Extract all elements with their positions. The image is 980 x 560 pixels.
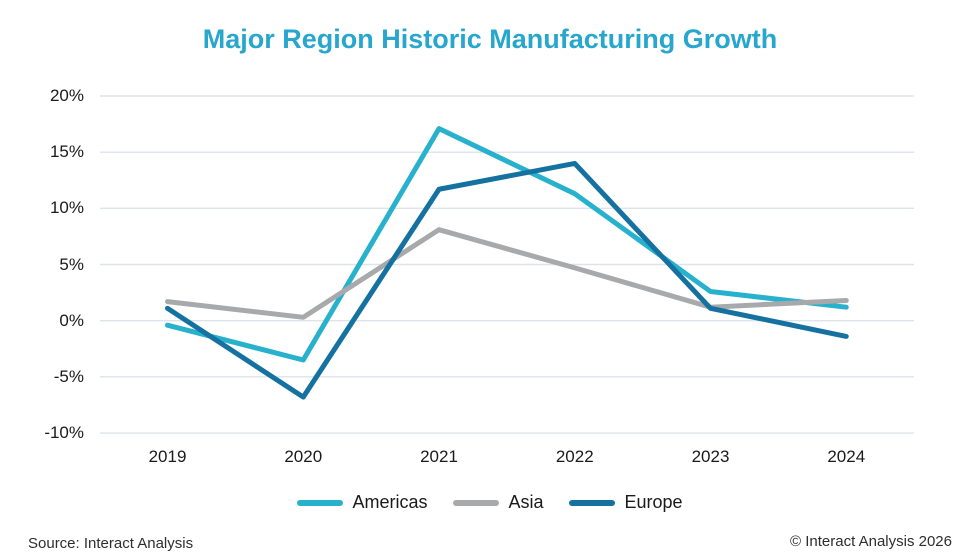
- x-axis-label: 2023: [691, 447, 730, 466]
- copyright-note: © Interact Analysis 2026: [790, 533, 952, 550]
- legend-item-asia: Asia: [453, 492, 543, 513]
- x-axis-label: 2021: [420, 447, 458, 466]
- y-axis-label: 0%: [59, 310, 84, 330]
- source-note: Source: Interact Analysis: [28, 535, 194, 552]
- y-axis-label: -10%: [44, 423, 84, 443]
- x-axis-label: 2019: [148, 447, 187, 466]
- x-axis-label: 2024: [827, 447, 866, 466]
- x-axis-label: 2022: [555, 447, 594, 466]
- x-axis-label: 2020: [284, 447, 323, 466]
- legend-label: Asia: [508, 492, 544, 512]
- legend-swatch-europe: [569, 499, 616, 506]
- legend-label: Americas: [352, 492, 428, 512]
- y-axis-label: 15%: [49, 142, 84, 162]
- y-axis-label: -5%: [53, 366, 84, 386]
- y-axis-label: 20%: [49, 86, 84, 105]
- legend-item-americas: Americas: [297, 492, 427, 513]
- line-chart-plot-area: [100, 95, 914, 434]
- y-axis: 20% 15% 10% 5% 0% -5% -10%: [0, 0, 84, 560]
- legend-label: Europe: [624, 492, 683, 512]
- chart-title: Major Region Historic Manufacturing Grow…: [202, 24, 778, 54]
- legend-swatch-asia: [453, 499, 500, 506]
- series-line-asia: [165, 227, 849, 320]
- series-line-americas: [165, 126, 849, 363]
- y-axis-label: 5%: [59, 254, 84, 274]
- series-line-europe: [165, 160, 849, 400]
- y-axis-label: 10%: [49, 198, 84, 218]
- chart-legend: Americas Asia Europe: [0, 492, 980, 513]
- legend-swatch-americas: [297, 499, 344, 506]
- legend-item-europe: Europe: [569, 492, 683, 513]
